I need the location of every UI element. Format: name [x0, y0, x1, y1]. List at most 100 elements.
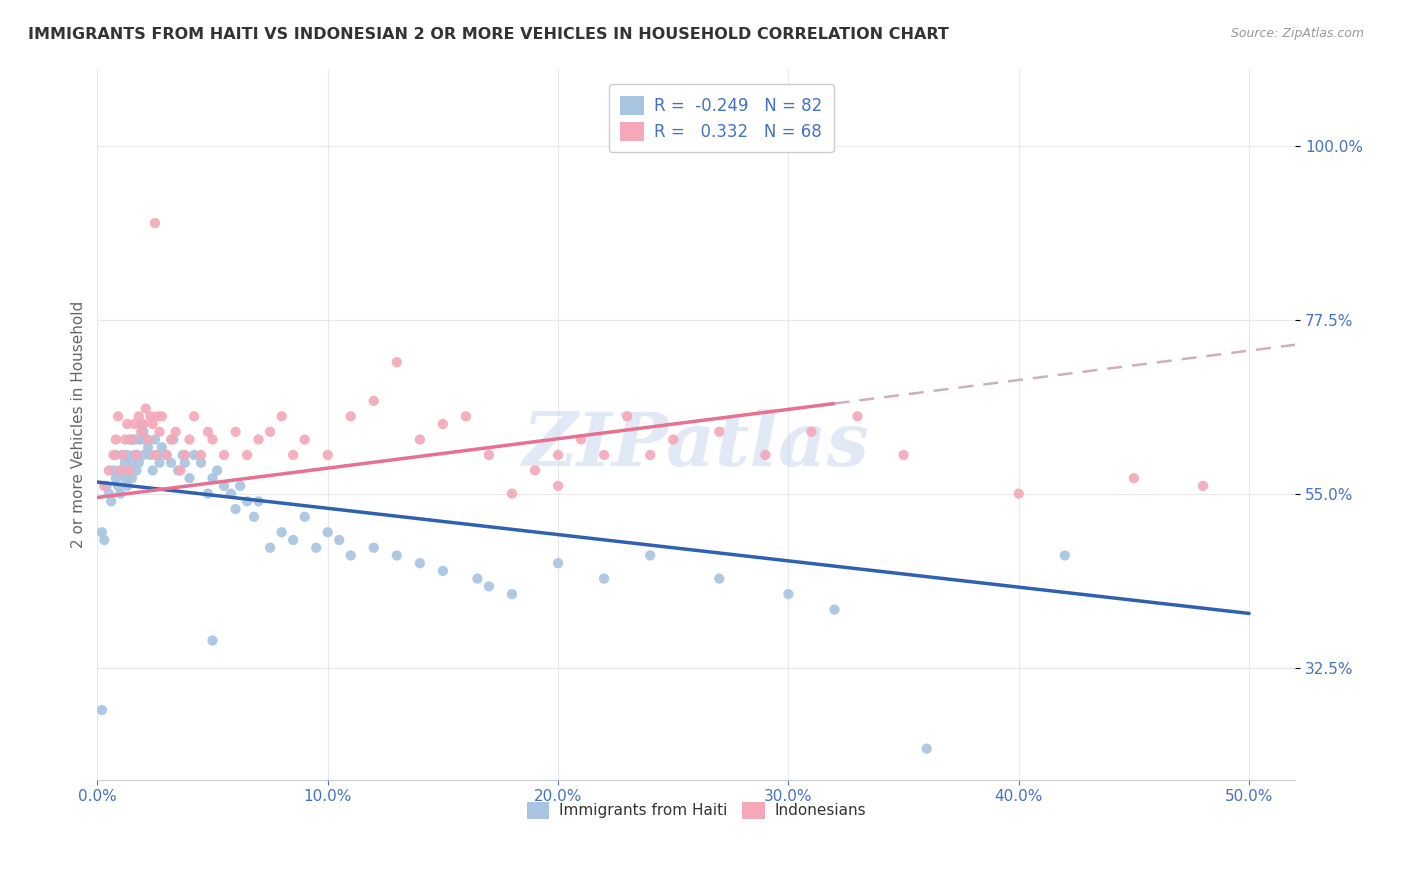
Point — [339, 409, 361, 424]
Point — [305, 541, 328, 555]
Point — [148, 456, 170, 470]
Point — [363, 541, 385, 555]
Point — [172, 448, 194, 462]
Point — [409, 433, 432, 447]
Point — [501, 486, 523, 500]
Point — [167, 463, 190, 477]
Point — [173, 448, 195, 462]
Point — [104, 448, 127, 462]
Text: Source: ZipAtlas.com: Source: ZipAtlas.com — [1230, 27, 1364, 40]
Y-axis label: 2 or more Vehicles in Household: 2 or more Vehicles in Household — [72, 301, 86, 548]
Point — [281, 533, 304, 547]
Point — [103, 463, 125, 477]
Point — [135, 401, 157, 416]
Text: ZIPatlas: ZIPatlas — [523, 409, 870, 482]
Point — [160, 456, 183, 470]
Point — [125, 448, 148, 462]
Point — [129, 417, 152, 431]
Point — [169, 463, 191, 477]
Point — [616, 409, 638, 424]
Point — [915, 741, 938, 756]
Point — [117, 448, 139, 462]
Point — [155, 448, 177, 462]
Point — [100, 494, 122, 508]
Point — [662, 433, 685, 447]
Point — [118, 433, 141, 447]
Point — [104, 471, 127, 485]
Point — [247, 494, 270, 508]
Point — [1053, 549, 1076, 563]
Point — [569, 433, 592, 447]
Point — [385, 355, 408, 369]
Point — [201, 433, 224, 447]
Point — [316, 525, 339, 540]
Point — [219, 486, 242, 500]
Point — [281, 448, 304, 462]
Point — [139, 409, 162, 424]
Point — [1192, 479, 1215, 493]
Point — [212, 479, 235, 493]
Point — [846, 409, 869, 424]
Point — [146, 409, 169, 424]
Point — [478, 579, 501, 593]
Point — [143, 216, 166, 230]
Point — [143, 433, 166, 447]
Point — [117, 479, 139, 493]
Point — [893, 448, 915, 462]
Point — [121, 433, 143, 447]
Point — [165, 425, 187, 439]
Point — [190, 448, 212, 462]
Point — [125, 448, 148, 462]
Point — [118, 463, 141, 477]
Point — [197, 425, 219, 439]
Point — [247, 433, 270, 447]
Point — [259, 425, 281, 439]
Point — [132, 448, 155, 462]
Point — [110, 463, 132, 477]
Point — [110, 486, 132, 500]
Point — [111, 448, 134, 462]
Point — [432, 564, 454, 578]
Point — [162, 433, 184, 447]
Point — [294, 433, 316, 447]
Point — [128, 409, 150, 424]
Point — [229, 479, 252, 493]
Point — [593, 572, 616, 586]
Point — [454, 409, 477, 424]
Point — [478, 448, 501, 462]
Point — [270, 409, 292, 424]
Point — [385, 549, 408, 563]
Point — [107, 479, 129, 493]
Point — [409, 556, 432, 570]
Point — [146, 448, 169, 462]
Point — [142, 417, 165, 431]
Point — [638, 448, 661, 462]
Point — [294, 509, 316, 524]
Point — [225, 425, 247, 439]
Point — [155, 448, 177, 462]
Point — [363, 393, 385, 408]
Point — [201, 633, 224, 648]
Point — [179, 471, 201, 485]
Point — [93, 479, 115, 493]
Point — [1008, 486, 1031, 500]
Point — [114, 471, 136, 485]
Point — [1122, 471, 1144, 485]
Point — [270, 525, 292, 540]
Point — [118, 463, 141, 477]
Point — [593, 448, 616, 462]
Point — [128, 456, 150, 470]
Point — [212, 448, 235, 462]
Point — [179, 433, 201, 447]
Point — [547, 448, 569, 462]
Point — [136, 433, 159, 447]
Point — [638, 549, 661, 563]
Point — [524, 463, 547, 477]
Legend: Immigrants from Haiti, Indonesians: Immigrants from Haiti, Indonesians — [520, 796, 872, 825]
Point — [160, 433, 183, 447]
Point — [190, 456, 212, 470]
Point — [778, 587, 800, 601]
Point — [143, 448, 166, 462]
Point — [121, 471, 143, 485]
Point — [547, 479, 569, 493]
